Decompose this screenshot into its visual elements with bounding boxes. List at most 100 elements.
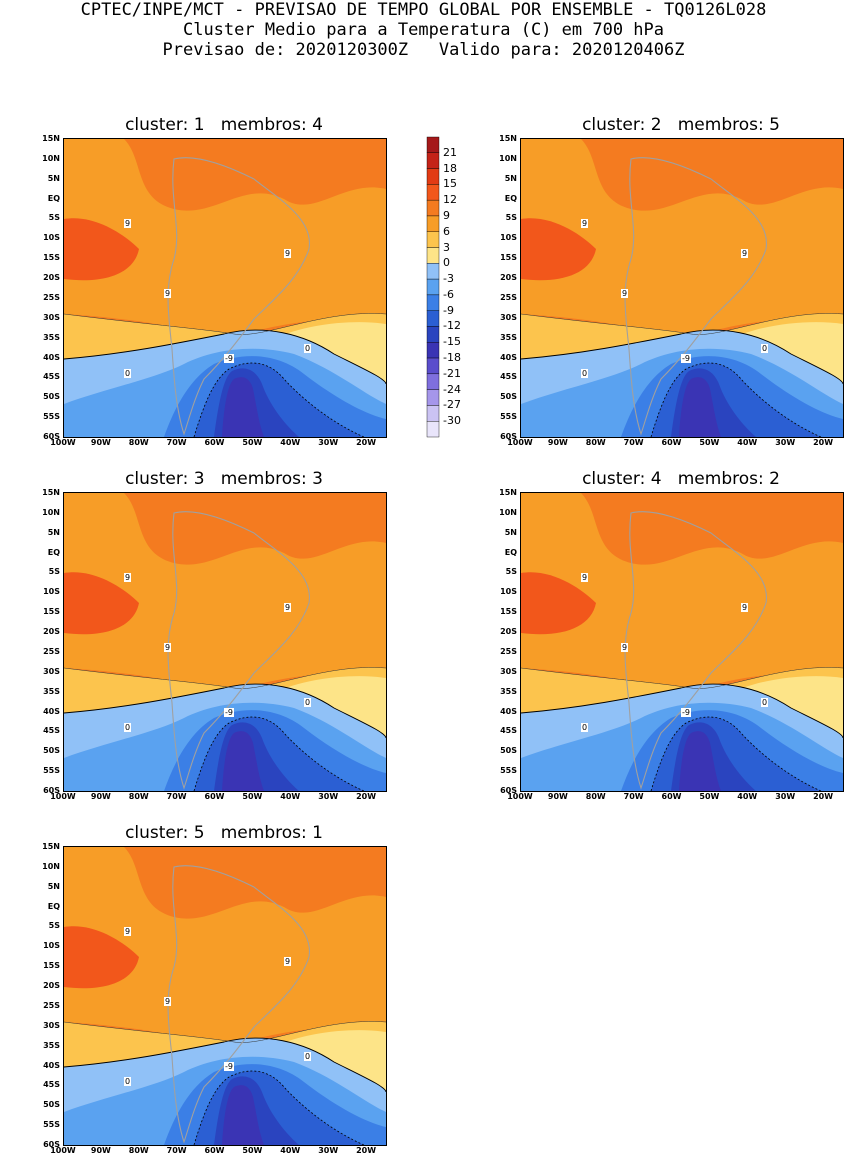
contour-3 [64,313,386,335]
lon-label: 100W [50,792,76,801]
temperature-map-5 [64,847,386,1145]
lat-label: 50S [500,746,517,756]
lat-label: 15S [500,607,517,617]
lon-label: 90W [90,438,111,447]
lat-label: 25S [500,292,517,302]
lat-label: 15N [42,842,60,851]
colorbar-label: -15 [443,335,461,349]
lat-label: 20S [43,273,60,283]
lat-label: 60S [43,1140,60,1149]
lat-label: EQ [504,193,517,203]
colorbar-label: 0 [443,256,450,270]
contour-label-5: 0 [761,344,769,353]
continent-outline [167,157,310,436]
contour-0 [64,329,386,385]
colorbar-swatch [426,405,440,422]
lat-label: 10N [42,507,60,517]
temperature-map-2 [521,139,843,437]
lon-label: 40W [737,792,758,801]
lat-label: 10N [499,153,517,163]
contour-label-1: 9 [581,219,589,228]
contour-0 [521,683,843,739]
colorbar-swatch [426,184,440,201]
header-line-1: CPTEC/INPE/MCT - PREVISAO DE TEMPO GLOBA… [80,0,767,20]
lat-label: 50S [43,1100,60,1110]
lat-label: 10N [42,861,60,871]
colorbar-label: 21 [443,145,457,159]
colorbar-swatch [426,231,440,248]
contour-label-4: 0 [124,369,132,378]
lat-label: 15N [42,488,60,497]
colorbar-swatch [426,357,440,375]
map-panel-3: 9 9 9 0 0 -9 [63,492,387,792]
map-panel-1: 9 9 9 0 0 -9 [63,138,387,438]
contour-label-1: 9 [124,927,132,936]
lon-label: 70W [166,1146,187,1155]
lat-label: 5N [47,173,60,183]
lon-label: 30W [775,792,796,801]
contour-m9 [650,362,822,437]
map-panel-2: 9 9 9 0 0 -9 [520,138,844,438]
lat-label: 45S [500,372,517,382]
colorbar-label: 12 [443,193,457,207]
lon-label: 60W [661,438,682,447]
lon-label: 60W [204,1146,225,1155]
band-12-15 [521,572,596,635]
colorbar-swatch [426,326,440,343]
lat-label: 50S [43,746,60,756]
lat-label: 15N [499,488,517,497]
contour-3 [521,667,843,689]
contour-0 [521,329,843,385]
contour-label-1: 9 [581,573,589,582]
lat-label: EQ [47,547,60,557]
contour-label-4: 0 [581,723,589,732]
temperature-map-4 [521,493,843,791]
colorbar-swatch [426,168,440,185]
colorbar [425,133,441,441]
lat-label: 30S [43,312,60,322]
colorbar-swatch [426,247,440,264]
lat-label: 5N [47,881,60,891]
lat-label: 55S [43,412,60,422]
lat-label: 45S [43,726,60,736]
lat-label: 15S [43,253,60,263]
lat-label: 20S [500,627,517,637]
band-6-9 [521,493,843,693]
lon-label: 70W [166,438,187,447]
colorbar-label: -18 [443,351,461,365]
band-6-9 [64,493,386,693]
lat-label: 45S [43,1080,60,1090]
lon-label: 100W [507,438,533,447]
colorbar-label: -24 [443,382,461,396]
header-line-2: Cluster Medio para a Temperatura (C) em … [182,20,665,40]
contour-label-3: 9 [284,249,292,258]
lon-label: 60W [204,792,225,801]
contour-label-5: 0 [304,1052,312,1061]
contour-label-2: 9 [621,643,629,652]
lat-label: 40S [500,352,517,362]
lon-label: 50W [699,438,720,447]
contour-label-5: 0 [304,344,312,353]
lon-label: 90W [90,1146,111,1155]
lat-label: 55S [500,766,517,776]
lon-label: 80W [128,1146,149,1155]
colorbar-swatch [426,342,440,359]
band-6-9 [64,847,386,1047]
band-12-15 [521,218,596,281]
lat-label: 25S [43,1000,60,1010]
lat-label: 35S [43,1040,60,1050]
lat-label: EQ [504,547,517,557]
lon-label: 30W [318,1146,339,1155]
colorbar-swatch [426,215,440,232]
lat-label: 45S [500,726,517,736]
contour-label-1: 9 [124,573,132,582]
colorbar-swatch [426,373,440,390]
contour-0 [64,1037,386,1093]
temperature-map-3 [64,493,386,791]
colorbar-label: 15 [443,177,457,191]
lon-label: 50W [242,438,263,447]
lat-label: 25S [500,646,517,656]
lat-label: 15S [500,253,517,263]
lon-label: 40W [280,792,301,801]
lon-label: 40W [280,1146,301,1155]
